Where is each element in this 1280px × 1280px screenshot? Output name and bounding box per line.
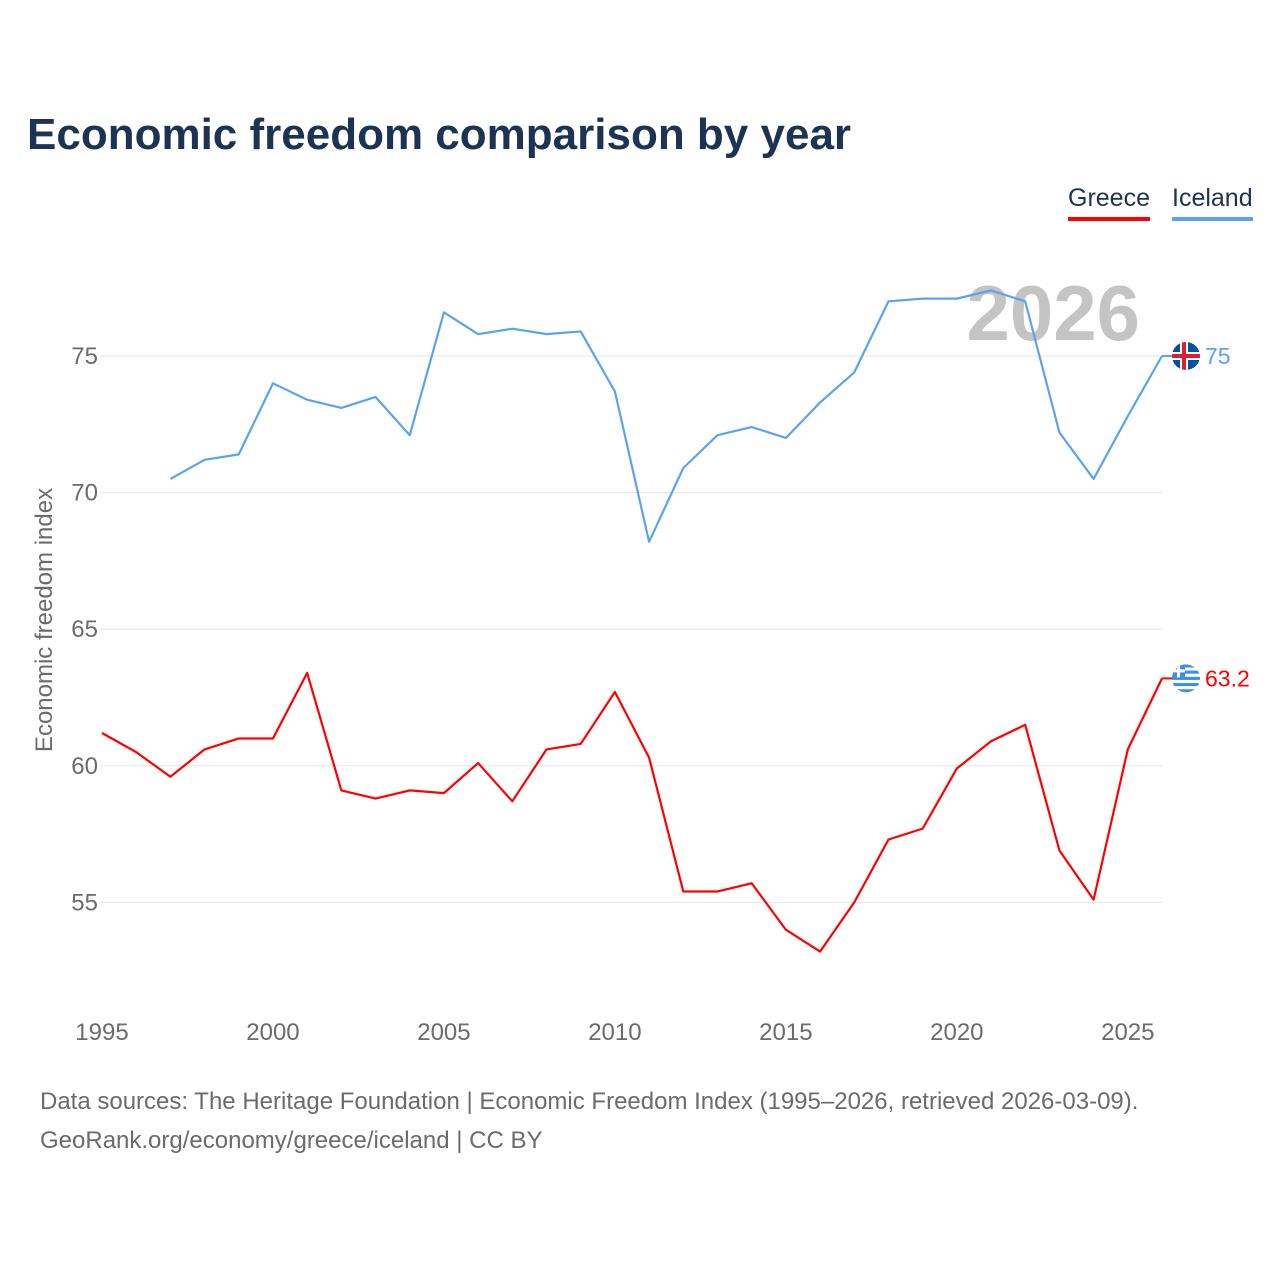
data-point-greece[interactable] bbox=[954, 766, 960, 772]
data-point-iceland[interactable] bbox=[578, 328, 584, 334]
data-point-greece[interactable] bbox=[133, 749, 139, 755]
y-tick-label: 70 bbox=[71, 480, 98, 507]
x-tick-label: 1995 bbox=[75, 1019, 128, 1046]
y-tick-label: 60 bbox=[71, 753, 98, 780]
x-tick-label: 2025 bbox=[1101, 1019, 1154, 1046]
series-line-greece[interactable] bbox=[101, 671, 1163, 953]
data-point-greece[interactable] bbox=[202, 746, 208, 752]
data-point-iceland[interactable] bbox=[1125, 413, 1131, 419]
data-point-iceland[interactable] bbox=[714, 432, 720, 438]
data-point-iceland[interactable] bbox=[373, 394, 379, 400]
data-point-greece[interactable] bbox=[270, 735, 276, 741]
data-point-iceland[interactable] bbox=[407, 432, 413, 438]
data-point-iceland[interactable] bbox=[851, 369, 857, 375]
data-point-iceland[interactable] bbox=[680, 465, 686, 471]
data-point-greece[interactable] bbox=[851, 899, 857, 905]
data-point-iceland[interactable] bbox=[441, 309, 447, 315]
data-point-greece[interactable] bbox=[920, 826, 926, 832]
data-point-iceland[interactable] bbox=[1022, 298, 1028, 304]
data-point-greece[interactable] bbox=[236, 735, 242, 741]
data-point-iceland[interactable] bbox=[646, 539, 652, 545]
data-point-greece[interactable] bbox=[1125, 746, 1131, 752]
x-tick-label: 2020 bbox=[930, 1019, 983, 1046]
data-point-iceland[interactable] bbox=[236, 451, 242, 457]
legend-iceland[interactable]: Iceland bbox=[1172, 184, 1253, 221]
footer-sources: Data sources: The Heritage Foundation | … bbox=[40, 1088, 1139, 1115]
data-point-greece[interactable] bbox=[407, 787, 413, 793]
iceland-flag-icon bbox=[1172, 342, 1200, 370]
data-point-iceland[interactable] bbox=[270, 380, 276, 386]
data-point-iceland[interactable] bbox=[612, 389, 618, 395]
end-value-label-greece: 63.2 bbox=[1205, 665, 1250, 691]
data-point-iceland[interactable] bbox=[509, 326, 515, 332]
data-point-iceland[interactable] bbox=[954, 296, 960, 302]
data-point-greece[interactable] bbox=[441, 790, 447, 796]
data-point-greece[interactable] bbox=[99, 730, 105, 736]
data-point-greece[interactable] bbox=[1056, 847, 1062, 853]
y-axis-label: Economic freedom index bbox=[31, 488, 58, 752]
legend-greece[interactable]: Greece bbox=[1068, 184, 1150, 221]
data-point-greece[interactable] bbox=[714, 888, 720, 894]
data-point-iceland[interactable] bbox=[167, 476, 173, 482]
data-point-iceland[interactable] bbox=[544, 331, 550, 337]
data-point-greece[interactable] bbox=[373, 796, 379, 802]
data-point-greece[interactable] bbox=[544, 746, 550, 752]
data-point-greece[interactable] bbox=[749, 880, 755, 886]
data-point-greece[interactable] bbox=[680, 888, 686, 894]
greece-flag-icon bbox=[1172, 664, 1200, 693]
footer-attribution[interactable]: GeoRank.org/economy/greece/iceland | CC … bbox=[40, 1127, 543, 1154]
data-point-iceland[interactable] bbox=[749, 424, 755, 430]
data-point-greece[interactable] bbox=[304, 670, 310, 676]
y-tick-label: 65 bbox=[71, 616, 98, 643]
x-tick-label: 2010 bbox=[588, 1019, 641, 1046]
data-point-iceland[interactable] bbox=[475, 331, 481, 337]
y-tick-label: 55 bbox=[71, 889, 98, 916]
x-tick-label: 2000 bbox=[246, 1019, 299, 1046]
x-tick-label: 2005 bbox=[417, 1019, 470, 1046]
data-point-greece[interactable] bbox=[885, 837, 891, 843]
data-point-iceland[interactable] bbox=[1091, 476, 1097, 482]
data-point-greece[interactable] bbox=[578, 741, 584, 747]
data-point-greece[interactable] bbox=[817, 949, 823, 955]
data-point-iceland[interactable] bbox=[1056, 429, 1062, 435]
data-point-iceland[interactable] bbox=[202, 457, 208, 463]
data-point-iceland[interactable] bbox=[920, 296, 926, 302]
chart-title: Economic freedom comparison by year bbox=[27, 110, 852, 159]
year-watermark: 2026 bbox=[966, 269, 1140, 357]
data-point-greece[interactable] bbox=[1091, 897, 1097, 903]
data-point-greece[interactable] bbox=[612, 689, 618, 695]
end-value-label-iceland: 75 bbox=[1205, 343, 1231, 369]
data-point-greece[interactable] bbox=[338, 787, 344, 793]
data-point-greece[interactable] bbox=[783, 927, 789, 933]
x-tick-label: 2015 bbox=[759, 1019, 812, 1046]
data-point-iceland[interactable] bbox=[338, 405, 344, 411]
data-point-greece[interactable] bbox=[475, 760, 481, 766]
data-point-greece[interactable] bbox=[1022, 722, 1028, 728]
series-line-iceland[interactable] bbox=[169, 289, 1163, 543]
data-point-greece[interactable] bbox=[167, 774, 173, 780]
y-tick-label: 75 bbox=[71, 343, 98, 370]
data-point-iceland[interactable] bbox=[988, 287, 994, 293]
data-point-greece[interactable] bbox=[509, 798, 515, 804]
data-point-greece[interactable] bbox=[646, 755, 652, 761]
data-point-iceland[interactable] bbox=[304, 397, 310, 403]
data-point-greece[interactable] bbox=[988, 738, 994, 744]
data-point-iceland[interactable] bbox=[885, 298, 891, 304]
data-point-iceland[interactable] bbox=[783, 435, 789, 441]
data-point-iceland[interactable] bbox=[817, 399, 823, 405]
